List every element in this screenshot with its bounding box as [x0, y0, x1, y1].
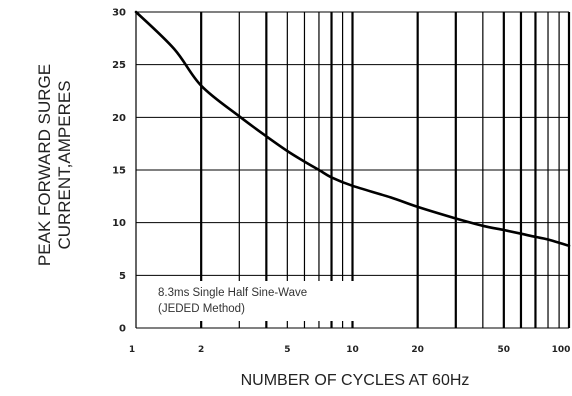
annotation-line-2: (JEDED Method)	[158, 303, 245, 315]
y-axis-label-line-2: CURRENT,AMPERES	[55, 80, 74, 249]
curve-layer	[134, 10, 571, 248]
annotation-line-1: 8.3ms Single Half Sine-Wave	[158, 287, 307, 299]
x-tick-label: 100	[552, 345, 571, 355]
series-line-0	[134, 10, 571, 248]
y-tick-label: 0	[119, 324, 126, 335]
y-tick-label: 10	[112, 218, 126, 229]
grid-lines	[135, 11, 571, 329]
y-tick-label: 30	[112, 8, 126, 19]
y-tick-label: 20	[112, 113, 126, 124]
y-tick-label: 5	[119, 271, 126, 282]
x-tick-label: 20	[411, 345, 424, 355]
annotation-box	[150, 281, 362, 321]
x-tick-label: 1	[129, 345, 135, 355]
y-tick-label: 15	[112, 166, 126, 177]
x-tick-label: 50	[498, 345, 511, 355]
y-tick-label: 25	[112, 60, 126, 71]
y-axis-label-line-1: PEAK FORWARD SURGE	[35, 64, 54, 266]
x-tick-label: 10	[346, 345, 359, 355]
x-axis-label: NUMBER OF CYCLES AT 60Hz	[241, 372, 470, 389]
x-tick-label: 5	[284, 345, 290, 355]
x-tick-label: 2	[198, 345, 204, 355]
